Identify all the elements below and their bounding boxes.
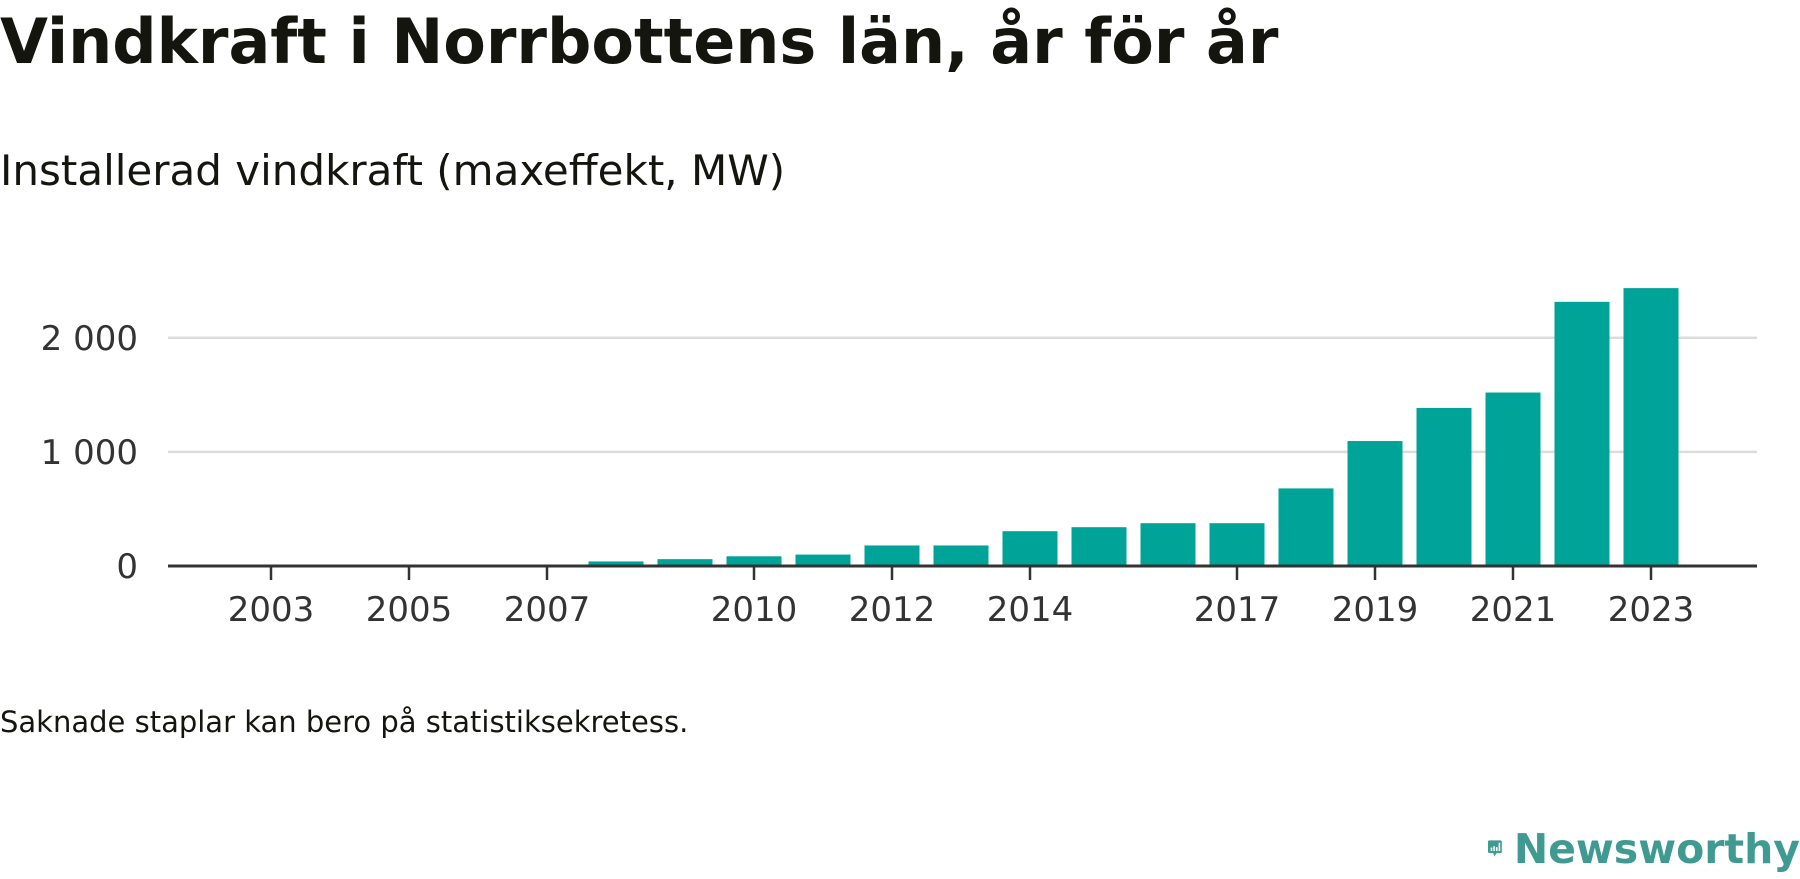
footnote: Saknade staplar kan bero på statistiksek… <box>0 705 689 739</box>
bar-2013 <box>933 545 989 566</box>
newsworthy-logo: Newsworthy <box>1488 818 1800 879</box>
bar-2017 <box>1209 523 1265 566</box>
bar-2015 <box>1071 527 1127 566</box>
bar-2016 <box>1140 523 1196 566</box>
bar-2022 <box>1554 301 1610 566</box>
speech-bubble-bar-chart-icon <box>1488 840 1502 857</box>
x-tick-label: 2021 <box>1470 590 1557 630</box>
x-tick-label: 2003 <box>228 590 315 630</box>
bar-2009 <box>657 559 713 566</box>
bar-2008 <box>588 561 644 566</box>
bar-2023 <box>1623 288 1679 566</box>
chart-title: Vindkraft i Norrbottens län, år för år <box>0 5 1279 78</box>
bar-2021 <box>1485 392 1541 566</box>
x-tick-label: 2019 <box>1332 590 1419 630</box>
brand-name: Newsworthy <box>1513 824 1800 873</box>
chart-subtitle: Installerad vindkraft (maxeffekt, MW) <box>0 146 786 195</box>
x-tick-label: 2023 <box>1608 590 1695 630</box>
bar-2019 <box>1347 441 1403 566</box>
bar-2011 <box>795 554 851 566</box>
y-tick-label: 2 000 <box>41 319 138 359</box>
x-tick-label: 2012 <box>849 590 936 630</box>
bar-2014 <box>1002 531 1058 566</box>
y-tick-label: 1 000 <box>41 433 138 473</box>
x-tick-label: 2010 <box>711 590 798 630</box>
x-tick-label: 2007 <box>504 590 591 630</box>
bar-2010 <box>726 556 782 566</box>
bar-chart: 0 1 000 2 000 2003 2005 2007 2010 2012 2014 2017 2… <box>41 288 1757 630</box>
axes: 0 1 000 2 000 2003 2005 2007 2010 2012 2014 2017 2… <box>41 319 1757 630</box>
x-tick-label: 2017 <box>1194 590 1281 630</box>
bar-2020 <box>1416 407 1472 566</box>
x-tick-label: 2014 <box>987 590 1074 630</box>
bars <box>588 288 1679 566</box>
bar-2018 <box>1278 488 1334 566</box>
bar-2012 <box>864 545 920 566</box>
x-tick-label: 2005 <box>366 590 453 630</box>
y-tick-label: 0 <box>116 547 138 587</box>
